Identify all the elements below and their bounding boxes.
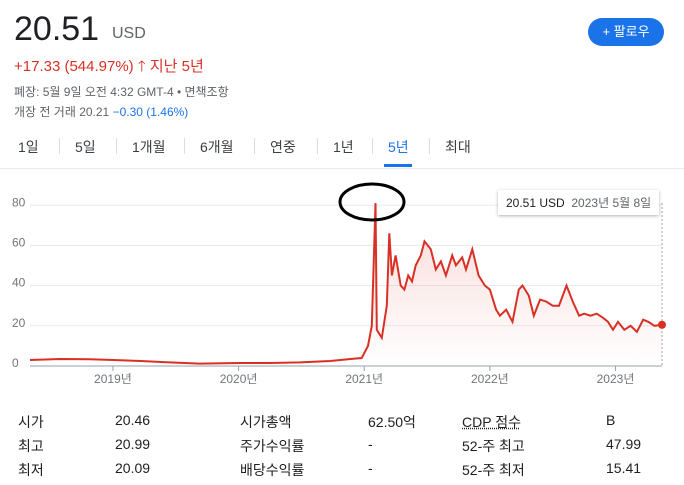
stat-value: 47.99 xyxy=(606,436,642,452)
change: +17.33 (544.97%) 🡑 지난 5년 xyxy=(14,55,204,81)
stat-value: B xyxy=(606,412,616,428)
tab[interactable]: 5년 xyxy=(388,139,409,155)
closed-note: 폐장: 5월 9일 오전 4:32 GMT-4 • 면책조항 xyxy=(14,85,229,99)
follow-button[interactable]: + 팔로우 xyxy=(588,18,664,46)
stat-value: 20.09 xyxy=(115,460,151,476)
premarket-label: 개장 전 거래 20.21 xyxy=(14,105,110,119)
stat-label: 52-주 최저 xyxy=(462,462,525,478)
y-tick-label: 0 xyxy=(12,356,19,370)
x-tick-label: 2019년 xyxy=(94,372,132,386)
y-tick-label: 40 xyxy=(12,276,26,290)
y-tick-label: 60 xyxy=(12,235,26,249)
tab-sep xyxy=(317,138,318,154)
x-tick-label: 2020년 xyxy=(220,372,258,386)
tab-sep xyxy=(254,138,255,154)
tab-sep xyxy=(59,138,60,154)
stat-value: - xyxy=(368,460,373,476)
tooltip-date: 2023년 5월 8일 xyxy=(571,196,652,210)
change-value: +17.33 (544.97%) xyxy=(14,58,134,75)
stat-value: - xyxy=(368,436,373,452)
stat-value: 20.99 xyxy=(115,436,151,452)
stat-value: 20.46 xyxy=(115,412,151,428)
last-point xyxy=(658,320,666,329)
currency: USD xyxy=(112,25,146,42)
x-tick-label: 2023년 xyxy=(597,372,635,386)
stat-label: 최고 xyxy=(18,438,44,454)
stat-label: 주가수익률 xyxy=(240,438,305,454)
tab-sep xyxy=(372,138,373,154)
tooltip-price: 20.51 USD xyxy=(506,196,565,210)
tab[interactable]: 1년 xyxy=(333,139,354,155)
follow-label: 팔로우 xyxy=(613,24,650,39)
y-tick-label: 80 xyxy=(12,195,26,209)
tab[interactable]: 연중 xyxy=(270,139,296,155)
stat-label: 배당수익률 xyxy=(240,462,305,478)
tab-sep xyxy=(429,138,430,154)
stat-value: 15.41 xyxy=(606,460,642,476)
x-tick-label: 2022년 xyxy=(471,372,509,386)
stat-label: 52-주 최고 xyxy=(462,438,525,454)
area xyxy=(30,203,662,366)
premarket-change: −0.30 (1.46%) xyxy=(112,105,189,119)
y-tick-label: 20 xyxy=(12,316,26,330)
tab-underline xyxy=(384,164,412,167)
tab-sep xyxy=(184,138,185,154)
tab[interactable]: 최대 xyxy=(445,139,471,155)
tab[interactable]: 5일 xyxy=(75,139,96,155)
arrow: 🡑 xyxy=(137,58,146,75)
divider xyxy=(0,168,684,169)
premarket: 개장 전 거래 20.21 −0.30 (1.46%) xyxy=(14,103,188,120)
tab[interactable]: 1개월 xyxy=(132,139,166,155)
tab-sep xyxy=(116,138,117,154)
price-line xyxy=(29,203,663,365)
stat-label: 최저 xyxy=(18,462,44,478)
tab[interactable]: 6개월 xyxy=(200,139,234,155)
tooltip: 20.51 USD 2023년 5월 8일 xyxy=(498,190,660,215)
x-tick-label: 2021년 xyxy=(345,372,383,386)
stat-label: CDP 점수 xyxy=(462,414,521,430)
annotation-circle xyxy=(338,182,406,222)
stat-value: 62.50억 xyxy=(368,414,416,430)
stat-label: 시가총액 xyxy=(240,414,292,430)
tab[interactable]: 1일 xyxy=(18,139,39,155)
stat-label: 시가 xyxy=(18,414,44,430)
period: 지난 5년 xyxy=(149,58,204,75)
price: 20.51 xyxy=(14,10,100,48)
